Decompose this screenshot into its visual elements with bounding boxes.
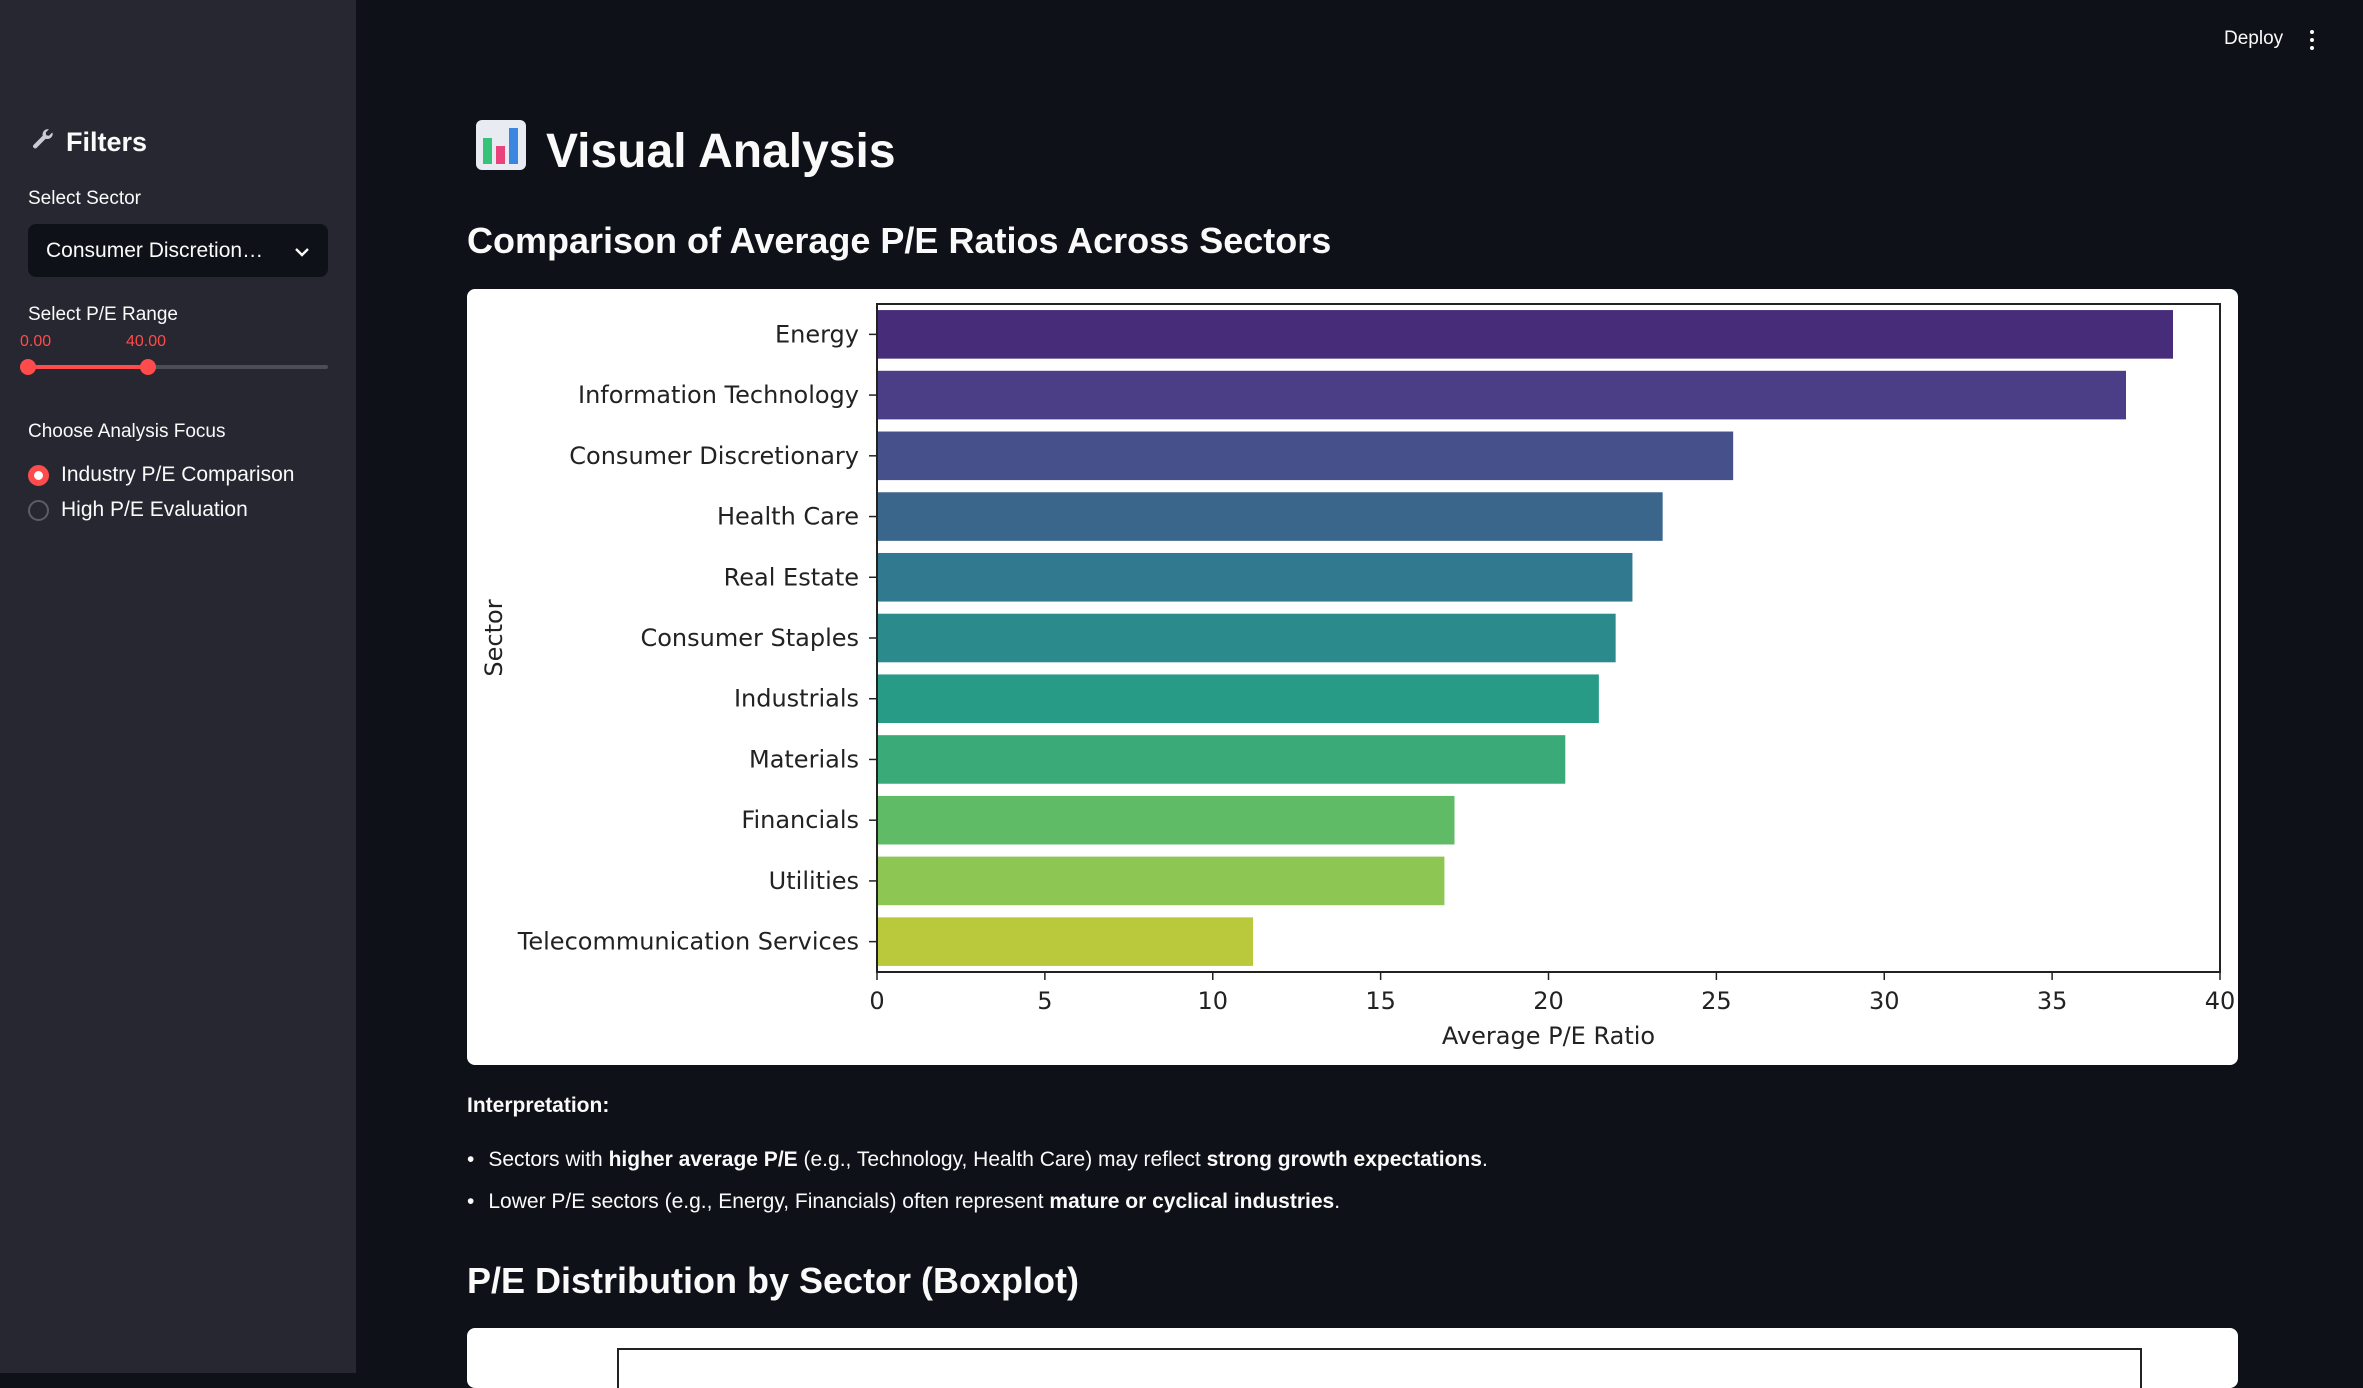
y-tick-label: Real Estate (724, 563, 859, 591)
pe-range-fill (28, 365, 148, 369)
bar (877, 735, 1566, 784)
sector-select[interactable]: Consumer Discretion… (28, 224, 328, 277)
bar (877, 917, 1254, 966)
pe-min-value: 0.00 (20, 333, 52, 350)
x-tick-label: 10 (1197, 987, 1228, 1015)
y-tick-label: Materials (749, 745, 859, 773)
y-tick-label: Energy (775, 320, 859, 348)
sector-label: Select Sector (28, 188, 141, 209)
radio-industry-pe[interactable]: Industry P/E Comparison (28, 463, 294, 487)
bar (877, 795, 1455, 845)
bar (877, 552, 1633, 602)
wrench-icon (30, 126, 56, 159)
radio-label: High P/E Evaluation (61, 498, 248, 521)
bar (877, 856, 1445, 906)
bar (877, 674, 1599, 724)
bar-chart-icon (474, 118, 528, 184)
radio-selected-icon (28, 464, 49, 486)
y-tick-label: Financials (741, 806, 859, 834)
bar (877, 492, 1663, 541)
x-tick-label: 20 (1533, 987, 1564, 1015)
pe-range-slider[interactable] (28, 365, 328, 369)
y-tick-label: Consumer Staples (640, 624, 859, 652)
radio-label: Industry P/E Comparison (61, 463, 295, 486)
x-axis-label: Average P/E Ratio (1442, 1022, 1655, 1050)
bar (877, 431, 1734, 481)
interpretation-label: Interpretation: (467, 1094, 610, 1117)
sector-select-value: Consumer Discretion… (46, 238, 264, 262)
pe-bar-chart: Energy Information Technology Consumer Dis… (480, 303, 2236, 1050)
deploy-button[interactable]: Deploy (2224, 28, 2284, 49)
x-tick-label: 25 (1701, 987, 1732, 1015)
radio-unselected-icon (28, 499, 49, 521)
pe-min-handle[interactable] (20, 359, 36, 375)
chevron-down-icon (294, 239, 310, 263)
y-tick-label: Consumer Discretionary (569, 442, 859, 470)
focus-label: Choose Analysis Focus (28, 421, 226, 442)
page-title: Visual Analysis (474, 118, 896, 184)
list-item: Lower P/E sectors (e.g., Energy, Financi… (467, 1190, 1488, 1214)
y-tick-label: Telecommunication Services (517, 928, 859, 956)
section-title-comparison: Comparison of Average P/E Ratios Across … (467, 220, 1332, 261)
bar (877, 613, 1616, 663)
pe-range-label: Select P/E Range (28, 304, 178, 325)
x-tick-label: 35 (2037, 987, 2068, 1015)
x-tick-label: 5 (1037, 987, 1052, 1015)
y-axis-label: Sector (480, 599, 508, 676)
boxplot-chart-card (467, 1328, 2238, 1388)
y-tick-label: Utilities (769, 867, 859, 895)
pe-max-value: 40.00 (126, 333, 167, 350)
interpretation-list: Sectors with higher average P/E (e.g., T… (467, 1148, 1488, 1232)
x-tick-label: 30 (1869, 987, 1900, 1015)
pe-bar-chart-card: Energy Information Technology Consumer Dis… (467, 289, 2238, 1065)
list-item: Sectors with higher average P/E (e.g., T… (467, 1148, 1487, 1172)
x-tick-label: 40 (2205, 987, 2236, 1015)
filters-heading: Filters (30, 126, 147, 159)
y-tick-label: Health Care (717, 503, 859, 531)
sidebar: Filters Select Sector Consumer Discretio… (0, 0, 356, 1373)
bar (877, 370, 2126, 420)
pe-max-handle[interactable] (140, 359, 156, 375)
menu-icon[interactable] (2310, 30, 2316, 50)
page-title-text: Visual Analysis (546, 124, 896, 178)
y-tick-label: Information Technology (578, 381, 859, 409)
y-tick-label: Industrials (734, 685, 859, 713)
radio-high-pe[interactable]: High P/E Evaluation (28, 498, 248, 522)
bar (877, 310, 2173, 359)
x-tick-label: 15 (1365, 987, 1396, 1015)
x-tick-label: 0 (869, 987, 884, 1015)
filters-title: Filters (66, 127, 148, 157)
section-title-boxplot: P/E Distribution by Sector (Boxplot) (467, 1260, 1080, 1301)
